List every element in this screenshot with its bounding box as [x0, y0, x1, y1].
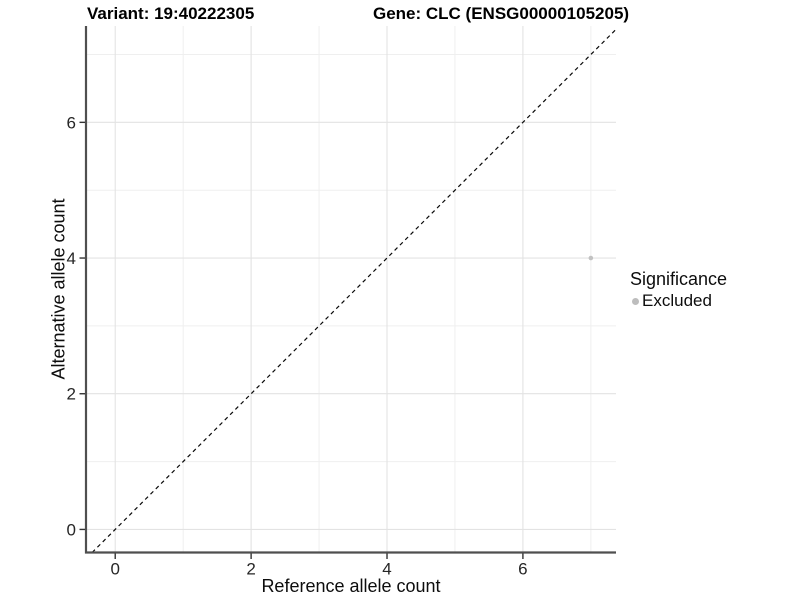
legend-item-excluded: Excluded	[632, 291, 727, 311]
variant-title: Variant: 19:40222305	[87, 4, 255, 23]
legend-item-label: Excluded	[642, 291, 712, 310]
y-axis-label: Alternative allele count	[48, 198, 69, 380]
y-tick-label: 0	[67, 520, 76, 539]
y-tick-label: 6	[67, 113, 76, 132]
x-axis-label: Reference allele count	[261, 576, 441, 596]
legend: Significance Excluded	[630, 269, 727, 311]
x-tick-label: 6	[518, 560, 527, 579]
gene-title: Gene: CLC (ENSG00000105205)	[373, 4, 630, 23]
data-point	[588, 255, 594, 261]
x-tick-label: 4	[382, 560, 391, 579]
legend-title: Significance	[630, 269, 728, 289]
x-tick-label: 2	[246, 560, 255, 579]
x-tick-label: 0	[110, 560, 119, 579]
identity-line	[91, 28, 617, 553]
y-tick-label: 4	[67, 249, 76, 268]
legend-point-icon	[632, 297, 639, 305]
y-tick-label: 2	[67, 385, 76, 404]
